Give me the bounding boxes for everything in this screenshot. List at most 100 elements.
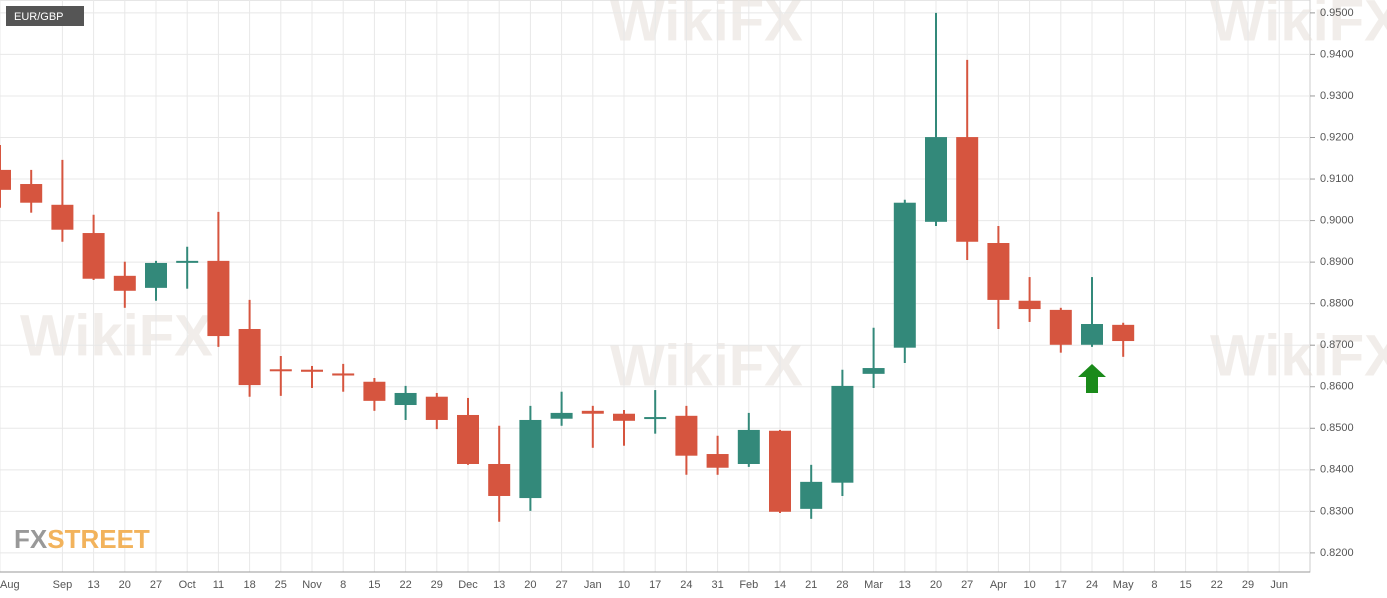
y-tick-label: 0.9300 (1320, 90, 1354, 102)
x-tick-label: 25 (275, 579, 287, 591)
logo-street: STREET (47, 524, 150, 554)
x-tick-label: Sep (53, 579, 73, 591)
y-tick-label: 0.9000 (1320, 214, 1354, 226)
x-tick-label: 20 (524, 579, 536, 591)
watermark: WikiFX (1210, 323, 1387, 388)
candles (0, 12, 1135, 522)
candle-body (519, 419, 542, 499)
candle-body (301, 369, 323, 372)
y-tick-label: 0.8900 (1320, 256, 1354, 268)
candle-body (176, 260, 199, 263)
candle-body (207, 260, 230, 337)
candle-body (1112, 324, 1135, 342)
candle-body (457, 414, 479, 464)
candle-body (20, 184, 43, 203)
candle-body (363, 381, 386, 401)
x-tick-label: 15 (1179, 579, 1191, 591)
x-tick-label: Jun (1270, 579, 1288, 591)
x-tick-label: 15 (368, 579, 380, 591)
x-tick-label: Jan (584, 579, 602, 591)
candle-body (925, 137, 947, 222)
candle-body (425, 396, 448, 420)
x-tick-label: 8 (340, 579, 346, 591)
candle-body (332, 373, 355, 376)
candle-body (769, 430, 791, 512)
x-tick-label: Nov (302, 579, 322, 591)
x-tick-label: Dec (458, 579, 478, 591)
candle-body (1018, 300, 1041, 310)
x-tick-label: Oct (179, 579, 196, 591)
x-tick-label: 27 (555, 579, 567, 591)
x-tick-label: 27 (150, 579, 162, 591)
x-tick-label: 13 (899, 579, 911, 591)
y-tick-label: 0.8700 (1320, 339, 1354, 351)
x-tick-label: 20 (930, 579, 942, 591)
x-tick-label: 22 (399, 579, 411, 591)
x-tick-label: 24 (680, 579, 692, 591)
watermark: WikiFX (20, 303, 213, 368)
candle-body (394, 392, 417, 406)
x-tick-label: 8 (1151, 579, 1157, 591)
x-tick-label: 24 (1086, 579, 1098, 591)
x-tick-label: 22 (1211, 579, 1223, 591)
x-tick-label: Aug (0, 579, 20, 591)
y-tick-label: 0.8200 (1320, 547, 1354, 559)
candle-body (737, 429, 760, 464)
y-tick-label: 0.9200 (1320, 131, 1354, 143)
candle-body (862, 368, 885, 374)
candle-body (113, 275, 136, 291)
logo-fx: FX (14, 524, 48, 554)
x-tick-label: 18 (243, 579, 255, 591)
y-tick-label: 0.9400 (1320, 48, 1354, 60)
y-tick-label: 0.8500 (1320, 422, 1354, 434)
candle-body (0, 169, 11, 190)
x-tick-label: 10 (1023, 579, 1035, 591)
x-tick-label: 11 (213, 579, 224, 591)
candle-body (956, 137, 979, 242)
candle-body (269, 369, 292, 372)
x-tick-label: 29 (1242, 579, 1254, 591)
x-tick-label: 28 (836, 579, 848, 591)
x-tick-label: 13 (87, 579, 99, 591)
candle-body (613, 413, 635, 421)
x-tick-label: 13 (493, 579, 505, 591)
x-tick-label: 29 (431, 579, 443, 591)
x-tick-label: 17 (649, 579, 661, 591)
x-tick-label: 21 (805, 579, 817, 591)
y-tick-label: 0.9500 (1320, 7, 1354, 19)
candle-body (145, 262, 167, 288)
watermark: WikiFX (610, 0, 803, 53)
x-tick-label: May (1113, 579, 1134, 591)
x-tick-label: Apr (990, 579, 1007, 591)
y-tick-label: 0.9100 (1320, 173, 1354, 185)
candle-body (550, 412, 573, 419)
watermark: WikiFX (1210, 0, 1387, 53)
y-tick-label: 0.8300 (1320, 505, 1354, 517)
x-tick-label: 10 (618, 579, 630, 591)
arrow-annotation (1078, 364, 1106, 393)
candle-body (644, 417, 667, 420)
candle-body (706, 454, 729, 468)
candle-body (987, 243, 1010, 300)
x-tick-label: 20 (119, 579, 131, 591)
x-tick-label: 31 (711, 579, 723, 591)
candle-body (51, 204, 74, 230)
y-tick-label: 0.8800 (1320, 298, 1354, 310)
chart-title: EUR/GBP (14, 11, 64, 23)
candle-body (675, 415, 698, 456)
candle-body (581, 410, 604, 414)
candle-body (893, 202, 916, 348)
x-tick-label: 27 (961, 579, 973, 591)
candle-body (488, 463, 511, 496)
candle-body (82, 233, 105, 279)
candle-body (831, 385, 854, 483)
y-tick-label: 0.8600 (1320, 381, 1354, 393)
x-tick-label: Mar (864, 579, 883, 591)
x-tick-label: 17 (1055, 579, 1067, 591)
title-box (6, 6, 84, 26)
candle-body (1081, 324, 1103, 345)
candle-body (238, 328, 261, 386)
watermark: WikiFX (610, 333, 803, 398)
y-tick-label: 0.8400 (1320, 464, 1354, 476)
